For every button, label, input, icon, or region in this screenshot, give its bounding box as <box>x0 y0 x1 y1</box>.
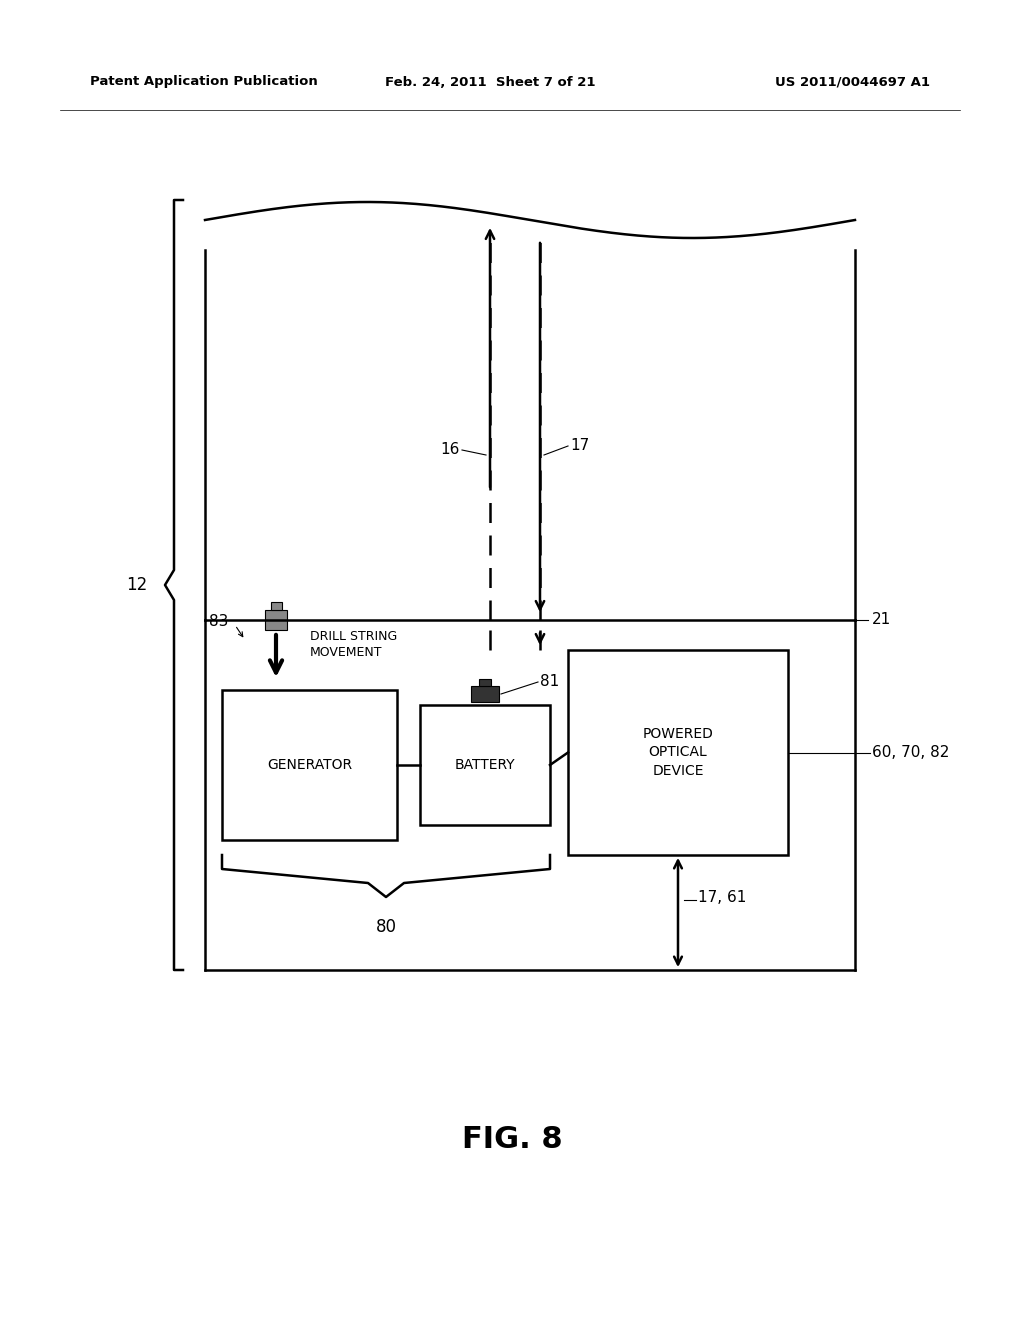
Text: 21: 21 <box>872 612 891 627</box>
Text: FIG. 8: FIG. 8 <box>462 1126 562 1155</box>
Text: 17, 61: 17, 61 <box>698 890 746 906</box>
Bar <box>271 602 282 610</box>
Text: 83: 83 <box>209 615 228 630</box>
Bar <box>265 610 287 630</box>
Text: 81: 81 <box>540 673 559 689</box>
Text: DRILL STRING
MOVEMENT: DRILL STRING MOVEMENT <box>310 630 397 659</box>
Bar <box>420 705 550 825</box>
Text: 60, 70, 82: 60, 70, 82 <box>872 744 949 760</box>
Text: 80: 80 <box>376 917 396 936</box>
Text: 17: 17 <box>570 437 589 453</box>
Text: US 2011/0044697 A1: US 2011/0044697 A1 <box>775 75 930 88</box>
Bar <box>471 686 499 702</box>
Text: Patent Application Publication: Patent Application Publication <box>90 75 317 88</box>
Bar <box>222 690 397 840</box>
Bar <box>479 678 490 686</box>
Text: 16: 16 <box>440 442 460 458</box>
Bar <box>568 649 788 855</box>
Text: BATTERY: BATTERY <box>455 758 515 772</box>
Text: 12: 12 <box>126 576 147 594</box>
Text: GENERATOR: GENERATOR <box>267 758 352 772</box>
Text: POWERED
OPTICAL
DEVICE: POWERED OPTICAL DEVICE <box>643 727 714 777</box>
Text: Feb. 24, 2011  Sheet 7 of 21: Feb. 24, 2011 Sheet 7 of 21 <box>385 75 595 88</box>
